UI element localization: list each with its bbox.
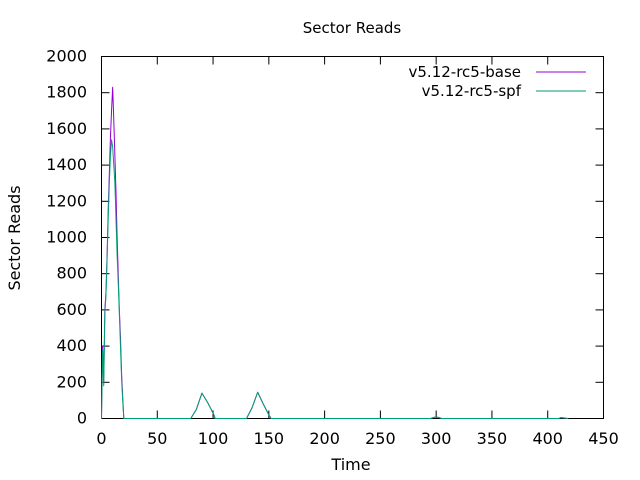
x-tick-label: 0 (96, 429, 106, 448)
legend-label-0: v5.12-rc5-base (409, 63, 522, 81)
plot-frame (101, 56, 604, 419)
x-tick-label: 150 (254, 429, 285, 448)
y-tick-label: 600 (56, 300, 87, 319)
y-tick-label: 1200 (46, 191, 87, 210)
x-tick-label: 350 (477, 429, 508, 448)
x-tick-label: 450 (588, 429, 619, 448)
y-tick-label: 1000 (46, 228, 87, 247)
series-group (101, 86, 569, 419)
y-tick-label: 200 (56, 372, 87, 391)
y-axis: 0 200 400 600 800 1000 1200 1400 1600 1800 2000 (46, 47, 604, 428)
series-line-1 (101, 139, 569, 419)
x-tick-label: 100 (198, 429, 229, 448)
x-axis-label: Time (330, 455, 370, 474)
y-tick-label: 0 (77, 409, 87, 428)
y-tick-label: 2000 (46, 47, 87, 66)
x-tick-label: 400 (532, 429, 563, 448)
chart-title: Sector Reads (303, 19, 402, 37)
x-tick-label: 300 (421, 429, 452, 448)
y-tick-label: 400 (56, 336, 87, 355)
x-tick-label: 250 (365, 429, 396, 448)
y-tick-label: 800 (56, 264, 87, 283)
y-axis-label: Sector Reads (5, 185, 24, 290)
y-tick-label: 1800 (46, 83, 87, 102)
y-tick-label: 1600 (46, 119, 87, 138)
series-line-0 (101, 86, 569, 419)
legend-label-1: v5.12-rc5-spf (422, 82, 522, 100)
x-tick-label: 200 (309, 429, 340, 448)
y-tick-label: 1400 (46, 155, 87, 174)
x-axis: 0 50 100 150 200 250 300 350 400 450 (96, 56, 619, 448)
x-tick-label: 50 (147, 429, 167, 448)
